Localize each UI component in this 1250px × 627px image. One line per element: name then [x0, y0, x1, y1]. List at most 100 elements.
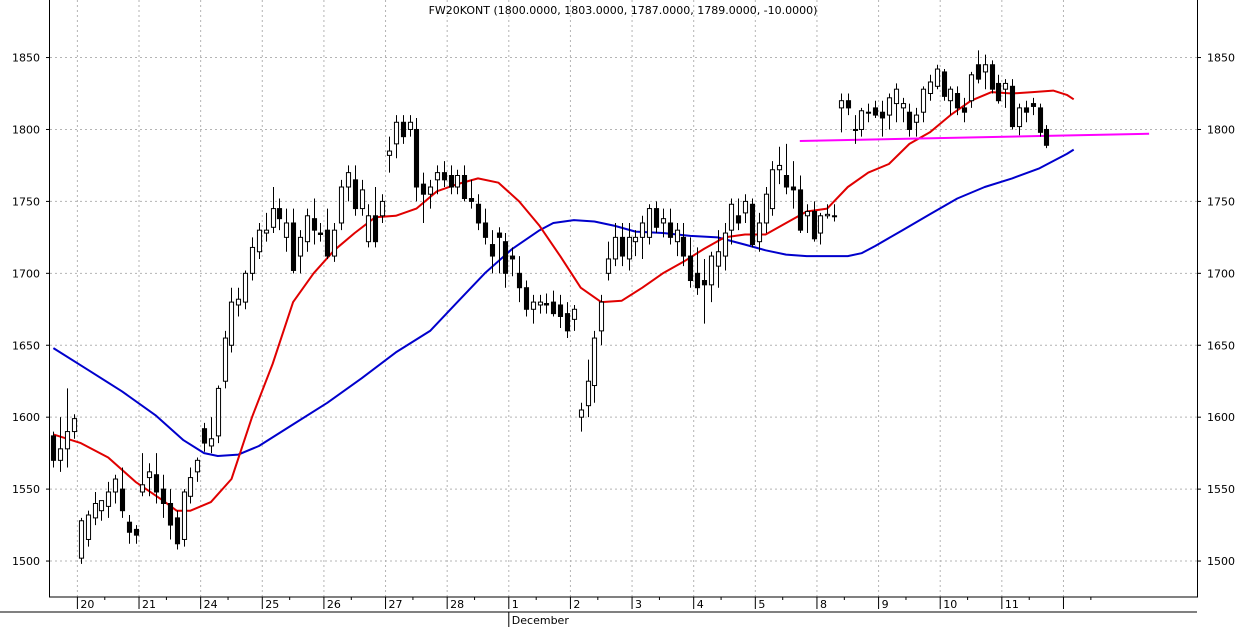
- candle-down: [126, 521, 133, 533]
- candle-down: [811, 210, 818, 240]
- candle-up: [585, 380, 592, 407]
- x-day-label: 4: [697, 598, 704, 611]
- candle-up: [1002, 82, 1009, 90]
- candle-up: [886, 97, 893, 116]
- candle-down: [496, 232, 503, 238]
- x-day-label: 3: [635, 598, 642, 611]
- candle-up: [242, 272, 249, 303]
- moving-averages: [52, 89, 1150, 512]
- candle-down: [667, 222, 674, 238]
- candle-up: [139, 484, 146, 493]
- candle-up: [64, 431, 71, 450]
- candle-up: [824, 213, 831, 217]
- y-tick-label-left: 1800: [12, 123, 40, 136]
- candle-down: [311, 218, 318, 231]
- x-day-label: 10: [943, 598, 957, 611]
- y-tick-label-left: 1550: [12, 483, 40, 496]
- candle-up: [146, 471, 153, 479]
- candle-down: [749, 203, 756, 246]
- x-day-label: 8: [820, 598, 827, 611]
- candle-up: [571, 308, 578, 320]
- candle-up: [194, 459, 201, 473]
- candle-down: [441, 172, 448, 181]
- candle-down: [523, 287, 530, 310]
- candle-up: [858, 110, 865, 130]
- candle-down: [352, 179, 359, 210]
- candle-up: [379, 200, 386, 217]
- candle-up: [345, 172, 352, 188]
- candle-up: [338, 186, 345, 224]
- candle-up: [359, 189, 366, 210]
- support-line: [799, 132, 1150, 142]
- candle-up: [407, 121, 414, 130]
- candle-up: [427, 186, 434, 195]
- candle-up: [235, 298, 242, 306]
- y-tick-label-left: 1650: [12, 339, 40, 352]
- y-tick-label-right: 1750: [1207, 195, 1235, 208]
- candle-down: [516, 272, 523, 289]
- candle-up: [393, 121, 400, 145]
- candle-up: [632, 236, 639, 243]
- candle-up: [98, 500, 105, 512]
- candle-down: [564, 313, 571, 332]
- y-tick-label-right: 1850: [1207, 52, 1235, 65]
- candle-down: [413, 128, 420, 188]
- y-tick-label-right: 1650: [1207, 339, 1235, 352]
- candle-down: [489, 244, 496, 257]
- plot-frame: [49, 0, 1198, 598]
- candle-down: [1023, 107, 1030, 113]
- candle-up: [920, 88, 927, 113]
- y-tick-label-left: 1850: [12, 52, 40, 65]
- grid: [50, 0, 1197, 597]
- candle-up: [913, 114, 920, 123]
- x-day-label: 21: [142, 598, 156, 611]
- candle-up: [612, 236, 619, 260]
- candle-up: [92, 502, 99, 519]
- candle-down: [879, 111, 886, 119]
- candle-up: [591, 337, 598, 387]
- candle-down: [1009, 85, 1016, 128]
- x-day-label: 27: [389, 598, 403, 611]
- candle-down: [290, 222, 297, 271]
- candle-up: [947, 88, 954, 102]
- candle-up: [900, 103, 907, 109]
- candle-up: [982, 64, 989, 73]
- candle-down: [324, 229, 331, 257]
- candle-down: [701, 280, 708, 286]
- candle-up: [865, 111, 872, 114]
- candle-down: [482, 222, 489, 238]
- candle-down: [448, 175, 455, 188]
- x-day-label: 20: [80, 598, 94, 611]
- candle-up: [852, 128, 859, 131]
- candle-up: [769, 169, 776, 210]
- candle-down: [797, 189, 804, 231]
- candle-down: [954, 93, 961, 109]
- candle-up: [804, 210, 811, 217]
- candle-up: [639, 222, 646, 238]
- candle-down: [502, 241, 509, 274]
- candle-down: [941, 71, 948, 97]
- candle-up: [434, 172, 441, 181]
- x-day-label: 25: [265, 598, 279, 611]
- y-tick-label-left: 1750: [12, 195, 40, 208]
- candle-up: [817, 215, 824, 234]
- candle-down: [174, 517, 181, 545]
- x-day-label: 1: [512, 598, 519, 611]
- candle-down: [1043, 128, 1050, 146]
- chart-title: FW20KONT (1800.0000, 1803.0000, 1787.000…: [429, 4, 818, 17]
- candle-down: [845, 100, 852, 109]
- candle-up: [838, 100, 845, 109]
- candle-up: [598, 301, 605, 332]
- x-day-label: 24: [204, 598, 218, 611]
- x-day-label: 9: [882, 598, 889, 611]
- candle-up: [646, 208, 653, 238]
- candle-up: [208, 438, 215, 447]
- y-tick-label-right: 1700: [1207, 267, 1235, 280]
- candle-down: [680, 236, 687, 257]
- x-day-label: 2: [573, 598, 580, 611]
- candle-down: [687, 255, 694, 282]
- candle-up: [708, 255, 715, 286]
- candle-up: [715, 251, 722, 267]
- x-day-label: 11: [1005, 598, 1019, 611]
